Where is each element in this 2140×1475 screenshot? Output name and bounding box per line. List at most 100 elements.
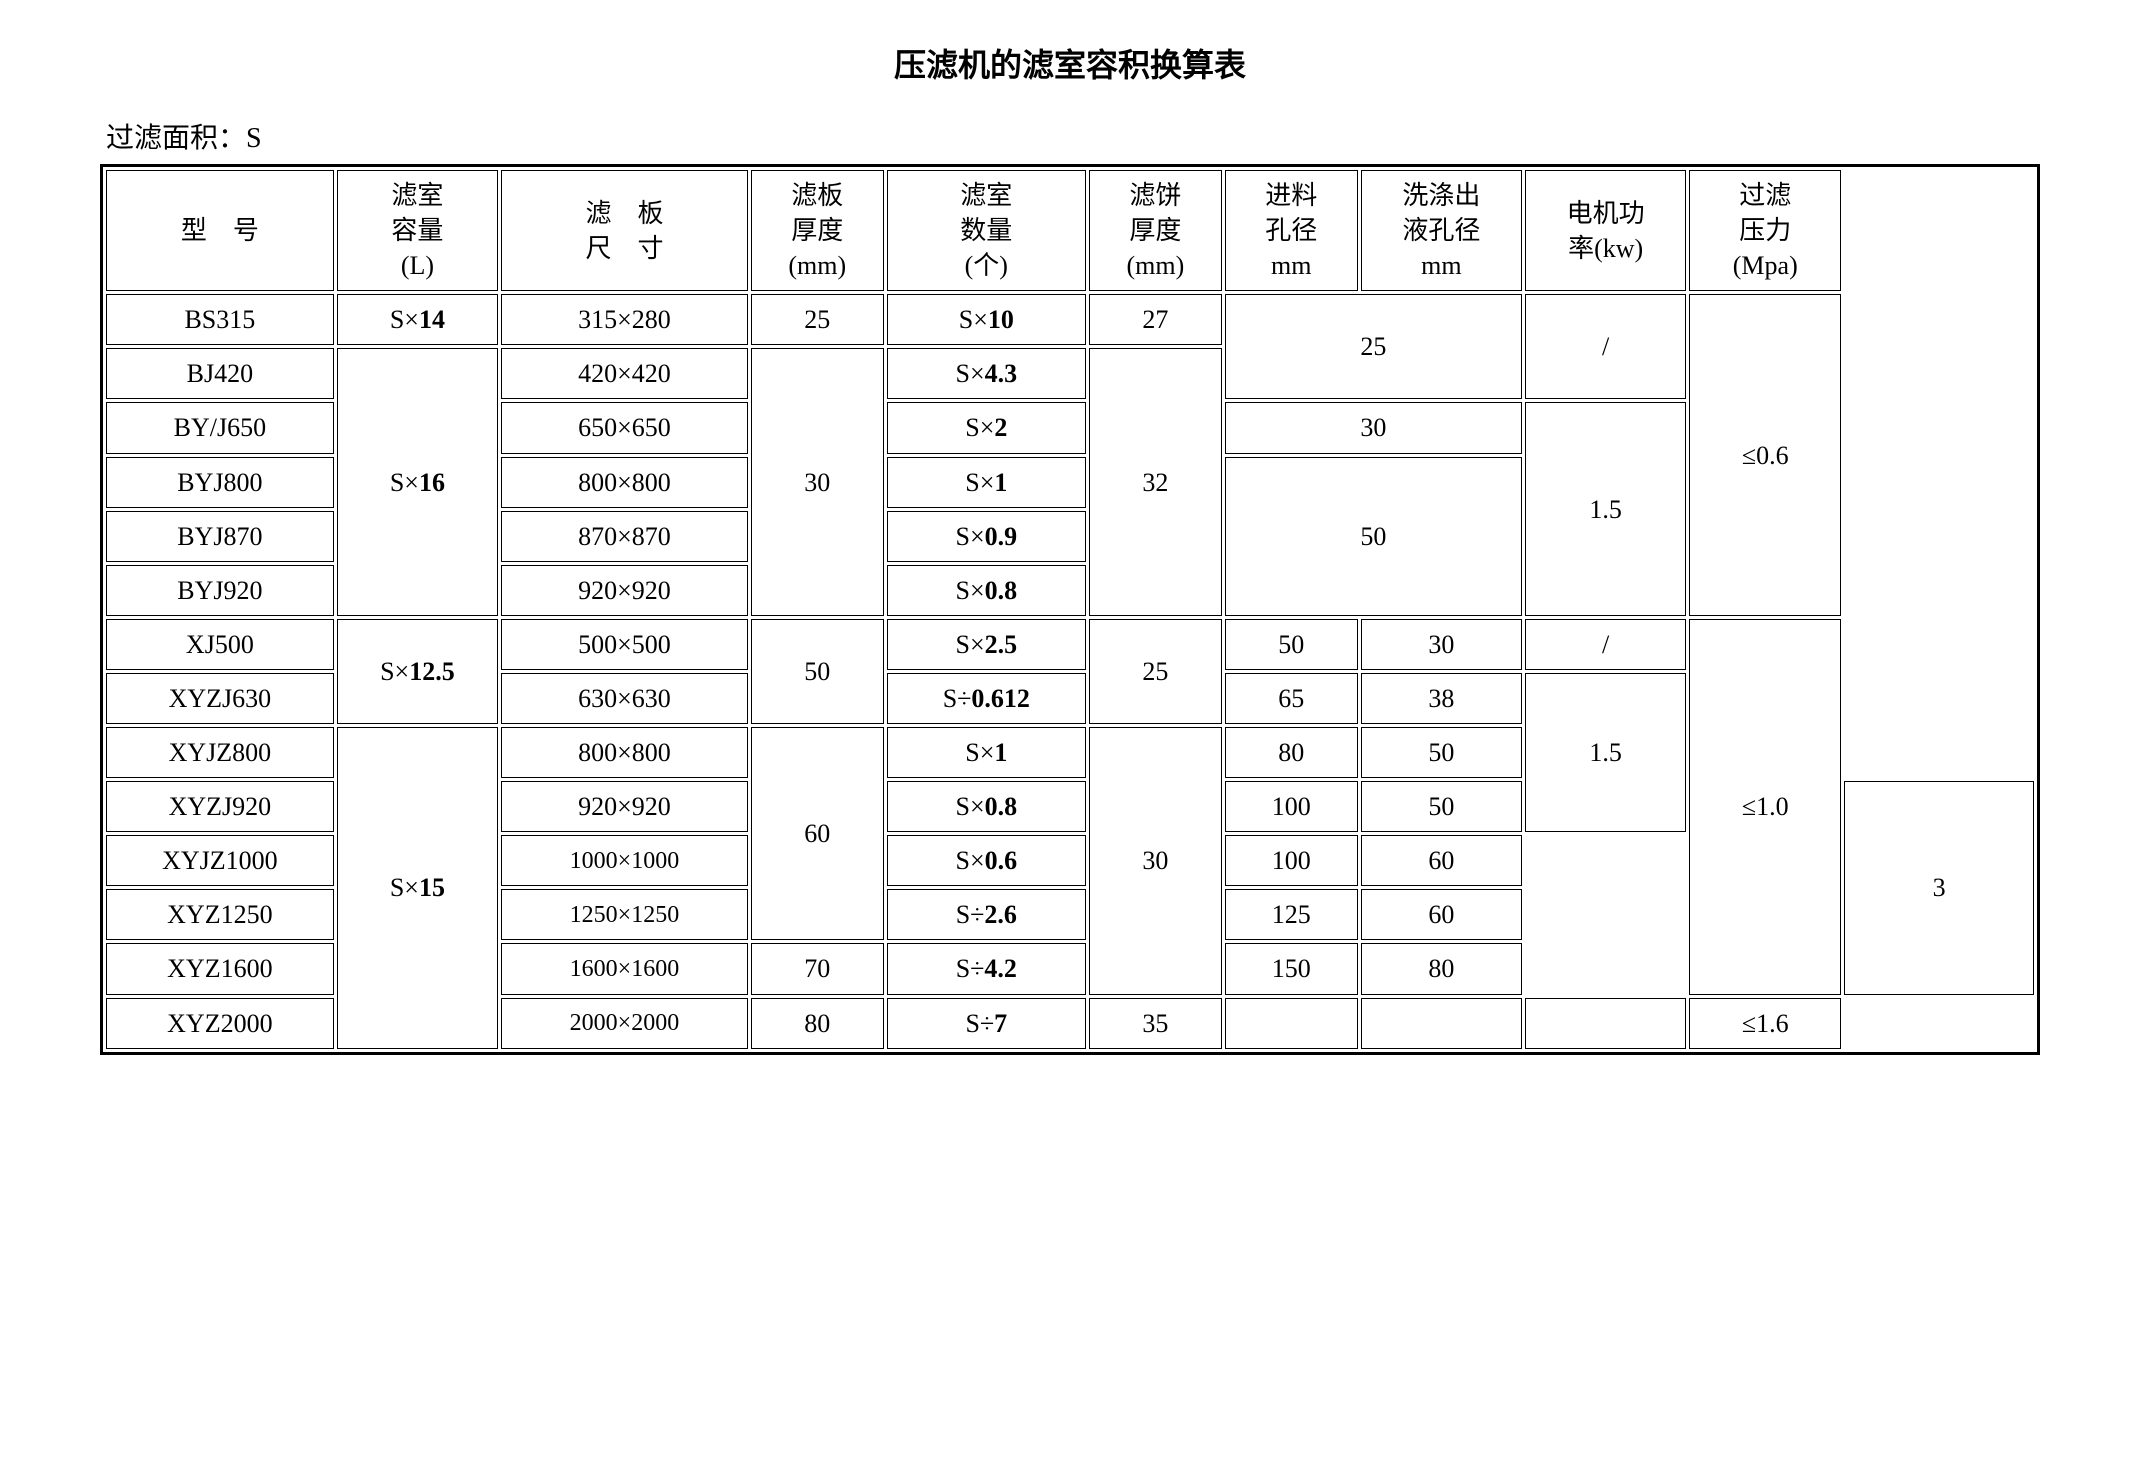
cell-model: XYJZ1000 xyxy=(106,835,334,886)
cell-inlet: 100 xyxy=(1225,835,1358,886)
cell-chamber-num: S÷7 xyxy=(887,998,1086,1049)
cell-wash: 50 xyxy=(1361,781,1522,832)
cell-plate-thk: 60 xyxy=(751,727,884,940)
cell-chamber-num: S×2 xyxy=(887,402,1086,453)
cell-pressure: ≤0.6 xyxy=(1689,294,1841,616)
cell-model: BYJ920 xyxy=(106,565,334,616)
cell-model: XYZ1250 xyxy=(106,889,334,940)
cell-chamber-num: S×2.5 xyxy=(887,619,1086,670)
h-chamber-num: 滤室数量(个) xyxy=(887,170,1086,291)
cell-plate-thk: 70 xyxy=(751,943,884,994)
cell-inlet: 150 xyxy=(1225,943,1358,994)
cell-plate-size: 315×280 xyxy=(501,294,748,345)
cell-wash xyxy=(1361,998,1522,1049)
cell-plate-size: 1000×1000 xyxy=(501,835,748,886)
subtitle: 过滤面积：S xyxy=(100,116,2040,156)
cell-volume: S×12.5 xyxy=(337,619,498,724)
cell-motor: 1.5 xyxy=(1525,402,1686,615)
cell-plate-thk: 50 xyxy=(751,619,884,724)
cell-plate-size: 920×920 xyxy=(501,565,748,616)
cell-wash: 60 xyxy=(1361,835,1522,886)
cell-plate-size: 650×650 xyxy=(501,402,748,453)
cell-plate-size: 870×870 xyxy=(501,511,748,562)
cell-wash: 38 xyxy=(1361,673,1522,724)
h-wash: 洗涤出液孔径mm xyxy=(1361,170,1522,291)
cell-chamber-num: S×1 xyxy=(887,457,1086,508)
cell-motor: / xyxy=(1525,619,1686,670)
cell-hole: 30 xyxy=(1225,402,1522,453)
cell-plate-thk: 25 xyxy=(751,294,884,345)
h-pressure: 过滤压力(Mpa) xyxy=(1689,170,1841,291)
cell-chamber-num: S×1 xyxy=(887,727,1086,778)
cell-inlet: 80 xyxy=(1225,727,1358,778)
cell-model: BYJ870 xyxy=(106,511,334,562)
table-row: BS315 S×14 315×280 25 S×10 27 25 / ≤0.6 xyxy=(106,294,2034,345)
cell-plate-size: 1600×1600 xyxy=(501,943,748,994)
cell-plate-size: 420×420 xyxy=(501,348,748,399)
cell-plate-thk: 30 xyxy=(751,348,884,615)
h-plate-thk: 滤板厚度(mm) xyxy=(751,170,884,291)
cell-motor xyxy=(1525,998,1686,1049)
cell-plate-size: 800×800 xyxy=(501,727,748,778)
cell-chamber-num: S×4.3 xyxy=(887,348,1086,399)
cell-plate-size: 500×500 xyxy=(501,619,748,670)
h-model: 型 号 xyxy=(106,170,334,291)
cell-chamber-num: S×10 xyxy=(887,294,1086,345)
h-motor: 电机功率(kw) xyxy=(1525,170,1686,291)
cell-model: XYZJ920 xyxy=(106,781,334,832)
cell-model: BY/J650 xyxy=(106,402,334,453)
cell-plate-size: 800×800 xyxy=(501,457,748,508)
cell-wash: 60 xyxy=(1361,889,1522,940)
h-plate-size: 滤 板尺 寸 xyxy=(501,170,748,291)
cell-plate-thk: 80 xyxy=(751,998,884,1049)
h-cake-thk: 滤饼厚度(mm) xyxy=(1089,170,1222,291)
cell-cake-thk: 32 xyxy=(1089,348,1222,615)
cell-inlet: 100 xyxy=(1225,781,1358,832)
cell-chamber-num: S÷4.2 xyxy=(887,943,1086,994)
cell-chamber-num: S×0.8 xyxy=(887,781,1086,832)
cell-model: BYJ800 xyxy=(106,457,334,508)
cell-cake-thk: 25 xyxy=(1089,619,1222,724)
cell-model: XYJZ800 xyxy=(106,727,334,778)
cell-plate-size: 920×920 xyxy=(501,781,748,832)
cell-wash: 50 xyxy=(1361,727,1522,778)
cell-motor: 3 xyxy=(1844,781,2034,994)
cell-model: XYZJ630 xyxy=(106,673,334,724)
cell-cake-thk: 35 xyxy=(1089,998,1222,1049)
h-volume: 滤室容量(L) xyxy=(337,170,498,291)
cell-model: BJ420 xyxy=(106,348,334,399)
cell-chamber-num: S×0.8 xyxy=(887,565,1086,616)
cell-plate-size: 1250×1250 xyxy=(501,889,748,940)
cell-motor: 1.5 xyxy=(1525,673,1686,832)
cell-model: BS315 xyxy=(106,294,334,345)
cell-model: XJ500 xyxy=(106,619,334,670)
cell-plate-size: 2000×2000 xyxy=(501,998,748,1049)
cell-model: XYZ1600 xyxy=(106,943,334,994)
cell-cake-thk: 30 xyxy=(1089,727,1222,994)
cell-inlet: 65 xyxy=(1225,673,1358,724)
cell-chamber-num: S÷0.612 xyxy=(887,673,1086,724)
conversion-table: 型 号 滤室容量(L) 滤 板尺 寸 滤板厚度(mm) 滤室数量(个) 滤饼厚度… xyxy=(100,164,2040,1055)
cell-pressure: ≤1.6 xyxy=(1689,998,1841,1049)
cell-volume: S×15 xyxy=(337,727,498,1049)
cell-hole: 50 xyxy=(1225,457,1522,616)
header-row: 型 号 滤室容量(L) 滤 板尺 寸 滤板厚度(mm) 滤室数量(个) 滤饼厚度… xyxy=(106,170,2034,291)
cell-wash: 30 xyxy=(1361,619,1522,670)
cell-cake-thk: 27 xyxy=(1089,294,1222,345)
cell-volume: S×16 xyxy=(337,348,498,615)
cell-plate-size: 630×630 xyxy=(501,673,748,724)
cell-wash: 80 xyxy=(1361,943,1522,994)
cell-inlet: 125 xyxy=(1225,889,1358,940)
table-row: XJ500 S×12.5 500×500 50 S×2.5 25 50 30 /… xyxy=(106,619,2034,670)
cell-inlet: 50 xyxy=(1225,619,1358,670)
cell-chamber-num: S÷2.6 xyxy=(887,889,1086,940)
cell-hole: 25 xyxy=(1225,294,1522,399)
cell-chamber-num: S×0.6 xyxy=(887,835,1086,886)
cell-inlet xyxy=(1225,998,1358,1049)
h-inlet: 进料孔径mm xyxy=(1225,170,1358,291)
cell-volume: S×14 xyxy=(337,294,498,345)
cell-motor: / xyxy=(1525,294,1686,399)
page-title: 压滤机的滤室容积换算表 xyxy=(100,40,2040,86)
cell-model: XYZ2000 xyxy=(106,998,334,1049)
cell-chamber-num: S×0.9 xyxy=(887,511,1086,562)
